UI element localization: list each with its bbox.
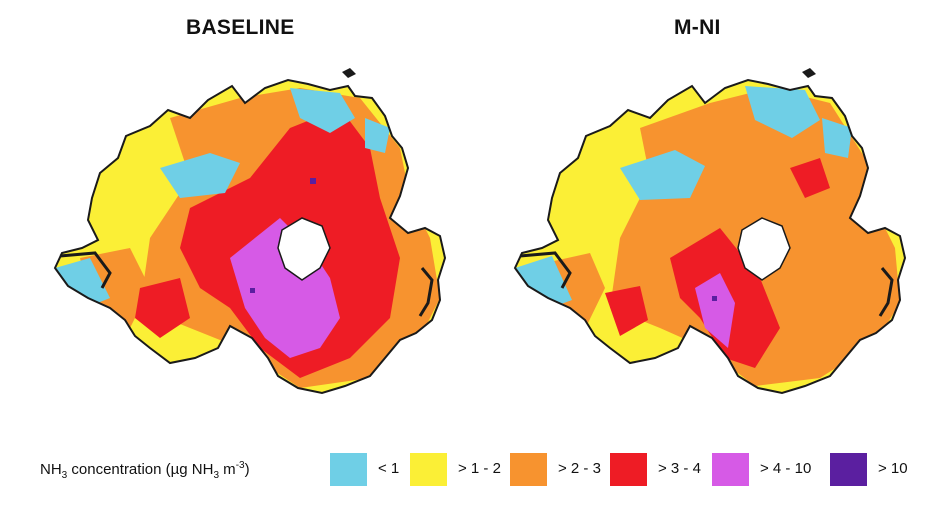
legend-title-sub: 3 bbox=[61, 470, 68, 481]
magenta-region bbox=[695, 273, 735, 348]
mni-concentration-map bbox=[513, 68, 907, 395]
lough-erne-outline bbox=[519, 251, 572, 289]
red-region-west bbox=[605, 286, 648, 336]
purple-patch bbox=[712, 296, 717, 301]
blue-region bbox=[160, 153, 240, 198]
legend-title: NH3 concentration (µg NH3 m-3) bbox=[40, 460, 250, 481]
legend-title-sub2: 3 bbox=[213, 470, 220, 481]
blue-region-north bbox=[745, 86, 820, 138]
blue-region-north bbox=[290, 88, 355, 133]
strangford-lough-outline bbox=[418, 267, 434, 317]
lough-erne-outline bbox=[59, 251, 112, 289]
legend-swatch-gt10 bbox=[830, 453, 867, 486]
orange-region-west bbox=[545, 253, 605, 323]
legend-title-nh: NH bbox=[40, 461, 62, 478]
lough-neagh bbox=[737, 217, 791, 281]
blue-region bbox=[620, 150, 705, 200]
rathlin-island bbox=[802, 68, 816, 78]
legend-swatch-4-10 bbox=[712, 453, 749, 486]
strangford-lough-outline bbox=[878, 267, 894, 317]
legend-label-3-4: > 3 - 4 bbox=[658, 460, 701, 477]
blue-region-northeast bbox=[822, 118, 852, 158]
legend-swatch-1-2 bbox=[410, 453, 447, 486]
country-outline bbox=[53, 78, 447, 395]
lough-neagh bbox=[277, 217, 331, 281]
red-region-north bbox=[790, 158, 830, 198]
rathlin-island bbox=[342, 68, 356, 78]
legend-label-1-2: > 1 - 2 bbox=[458, 460, 501, 477]
legend-label-gt10: > 10 bbox=[878, 460, 908, 477]
legend-swatch-lt1 bbox=[330, 453, 367, 486]
legend-title-sup: -3 bbox=[235, 460, 245, 471]
mni-map-title: M-NI bbox=[674, 16, 721, 39]
legend-label-2-3: > 2 - 3 bbox=[558, 460, 601, 477]
purple-patch bbox=[250, 288, 255, 293]
legend-label-4-10: > 4 - 10 bbox=[760, 460, 812, 477]
purple-patch bbox=[310, 178, 316, 184]
legend-title-unit: m bbox=[219, 461, 236, 478]
legend-title-middle: concentration (µg NH bbox=[67, 461, 214, 478]
concentration-legend: NH3 concentration (µg NH3 m-3) < 1 > 1 -… bbox=[0, 450, 940, 490]
red-region-west bbox=[135, 278, 190, 338]
country-outline bbox=[513, 78, 907, 395]
legend-swatch-3-4 bbox=[610, 453, 647, 486]
blue-region-northeast bbox=[365, 118, 390, 153]
baseline-map-title: BASELINE bbox=[186, 16, 295, 39]
baseline-concentration-map bbox=[53, 68, 447, 395]
orange-region-west bbox=[80, 248, 150, 328]
legend-title-suffix: ) bbox=[244, 461, 250, 478]
legend-label-lt1: < 1 bbox=[378, 460, 400, 477]
legend-swatch-2-3 bbox=[510, 453, 547, 486]
